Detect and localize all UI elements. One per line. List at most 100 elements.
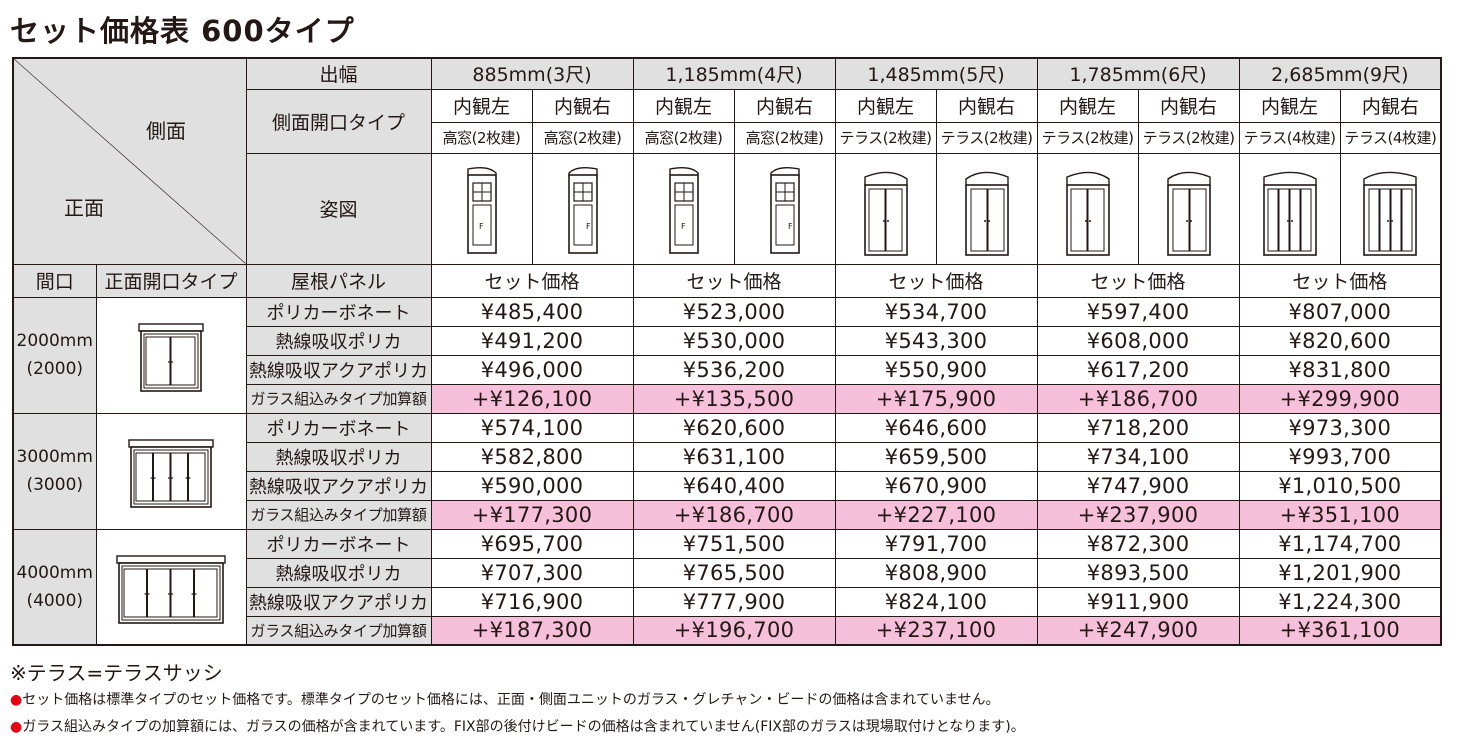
price-cell: ¥747,900 xyxy=(1036,470,1240,501)
figure-cell: F xyxy=(632,152,735,265)
fix-label: F xyxy=(681,222,686,231)
footnote-1-text: セット価格は標準タイプのセット価格です。標準タイプのセット価格には、正面・側面ユ… xyxy=(22,692,1000,708)
price-cell: ¥670,900 xyxy=(834,470,1038,501)
frontage-cell: 2000mm (2000) xyxy=(12,296,97,414)
price-cell: ¥911,900 xyxy=(1036,586,1240,617)
price-cell: ¥590,000 xyxy=(430,470,634,501)
frontage-sub-value: (3000) xyxy=(26,475,84,495)
price-cell: ¥582,800 xyxy=(430,441,634,472)
front-type-col-label: 正面開口タイプ xyxy=(95,263,247,298)
price-cell: +¥187,300 xyxy=(430,615,634,646)
view-left-label: 内観左 xyxy=(1036,88,1139,123)
price-cell: +¥351,100 xyxy=(1238,499,1442,530)
price-cell: ¥543,300 xyxy=(834,325,1038,356)
price-cell: ¥807,000 xyxy=(1238,296,1442,327)
view-right-label: 内観右 xyxy=(1137,88,1240,123)
price-row: 熱線吸収ポリカ ¥707,300 ¥765,500 ¥808,900 ¥893,500 ¥… xyxy=(13,557,1442,588)
corner-diagonal xyxy=(14,59,246,264)
roof-panel-cell: ガラス組込みタイプ加算額 xyxy=(245,615,432,646)
frontage-col-label: 間口 xyxy=(12,263,97,298)
price-cell: ¥608,000 xyxy=(1036,325,1240,356)
footnote-2-text: ガラス組込みタイプの加算額には、ガラスの価格が含まれています。FIX部の後付けビ… xyxy=(22,719,1025,735)
fix-label: F xyxy=(788,222,793,231)
view-left-label: 内観左 xyxy=(1238,88,1341,123)
price-cell: +¥196,700 xyxy=(632,615,836,646)
price-row: 熱線吸収ポリカ ¥582,800 ¥631,100 ¥659,500 ¥734,100 ¥… xyxy=(13,441,1442,472)
price-row: ガラス組込みタイプ加算額 +¥126,100 +¥135,500 +¥175,900 +… xyxy=(13,383,1442,414)
roof-panel-col-label: 屋根パネル xyxy=(245,263,432,298)
price-cell: ¥765,500 xyxy=(632,557,836,588)
price-cell: +¥299,900 xyxy=(1238,383,1442,414)
corner-side-label: 側面 xyxy=(146,119,186,143)
price-cell: ¥550,900 xyxy=(834,354,1038,385)
roof-panel-cell: ポリカーボネート xyxy=(245,528,432,559)
roof-panel-cell: 熱線吸収ポリカ xyxy=(245,441,432,472)
set-price-header: セット価格 xyxy=(1238,263,1442,298)
price-cell: ¥536,200 xyxy=(632,354,836,385)
price-cell: +¥126,100 xyxy=(430,383,634,414)
width-header: 1,185mm(4尺) xyxy=(632,57,836,90)
front-elevation-figure xyxy=(138,323,204,392)
figure-cell xyxy=(1238,152,1341,265)
corner-header-cell: 側面 正面 xyxy=(12,57,247,265)
footnote-1: ●セット価格は標準タイプのセット価格です。標準タイプのセット価格には、正面・側面… xyxy=(10,689,1000,709)
set-price-header: セット価格 xyxy=(430,263,634,298)
side-elevation-figure xyxy=(1363,171,1418,256)
width-header: 1,485mm(5尺) xyxy=(834,57,1038,90)
price-row: 2000mm (2000) ポリカーボネート ¥485,400 ¥523,000 ¥534… xyxy=(12,296,1442,414)
roof-panel-cell: 熱線吸収ポリカ xyxy=(245,325,432,356)
front-figure-cell xyxy=(95,412,247,530)
roof-panel-cell: ガラス組込みタイプ加算額 xyxy=(245,499,432,530)
price-cell: ¥707,300 xyxy=(430,557,634,588)
set-price-header: セット価格 xyxy=(1036,263,1240,298)
price-cell: ¥631,100 xyxy=(632,441,836,472)
price-cell: +¥175,900 xyxy=(834,383,1038,414)
frontage-cell: 4000mm (4000) xyxy=(12,528,97,646)
price-row: ガラス組込みタイプ加算額 +¥177,300 +¥186,700 +¥227,100 +… xyxy=(13,499,1442,530)
bullet-icon: ● xyxy=(10,719,23,735)
price-row: 3000mm (3000) ポリカーボネート ¥574,100 ¥620,600 ¥646… xyxy=(12,412,1442,530)
price-cell: ¥831,800 xyxy=(1238,354,1442,385)
price-cell: ¥523,000 xyxy=(632,296,836,327)
figure-cell: F xyxy=(430,152,533,265)
side-type-cell: テラス(2枚建) xyxy=(1137,121,1240,154)
figure-cell xyxy=(1036,152,1139,265)
side-elevation-figure: F xyxy=(466,166,497,254)
figure-cell xyxy=(1137,152,1240,265)
price-cell: ¥1,224,300 xyxy=(1238,586,1442,617)
side-elevation-figure: F xyxy=(668,166,699,254)
terrace-note: ※テラス=テラスサッシ xyxy=(10,661,223,685)
price-cell: ¥640,400 xyxy=(632,470,836,501)
frontage-value: 4000mm xyxy=(16,562,93,583)
view-right-label: 内観右 xyxy=(733,88,836,123)
corner-front-label: 正面 xyxy=(64,196,104,220)
price-table: 側面 正面 出幅 885mm(3尺) 1,185mm(4尺) 1,485mm(5… xyxy=(12,57,1443,646)
side-type-cell: テラス(4枚建) xyxy=(1238,121,1341,154)
bullet-icon: ● xyxy=(10,692,23,708)
price-cell: ¥973,300 xyxy=(1238,412,1442,443)
price-cell: ¥574,100 xyxy=(430,412,634,443)
width-row-label: 出幅 xyxy=(245,57,432,90)
width-header: 2,685mm(9尺) xyxy=(1238,57,1442,90)
price-row: 4000mm (4000) ポリカーボネート ¥695,700 ¥751,500 ¥791… xyxy=(12,528,1442,646)
price-cell: ¥872,300 xyxy=(1036,528,1240,559)
price-cell: ¥530,000 xyxy=(632,325,836,356)
frontage-value: 2000mm xyxy=(16,331,93,351)
price-cell: ¥534,700 xyxy=(834,296,1038,327)
price-cell: ¥597,400 xyxy=(1036,296,1240,327)
roof-panel-cell: 熱線吸収アクアポリカ xyxy=(245,470,432,501)
figure-cell: F xyxy=(733,152,836,265)
price-cell: ¥716,900 xyxy=(430,586,634,617)
view-left-label: 内観左 xyxy=(430,88,533,123)
roof-panel-cell: 熱線吸収ポリカ xyxy=(245,557,432,588)
side-elevation-figure: F xyxy=(769,166,800,254)
roof-panel-cell: ガラス組込みタイプ加算額 xyxy=(245,383,432,414)
fix-label: F xyxy=(479,222,484,231)
price-cell: ¥751,500 xyxy=(632,528,836,559)
side-elevation-figure: F xyxy=(567,166,598,254)
front-elevation-figure xyxy=(128,439,214,508)
price-cell: +¥237,100 xyxy=(834,615,1038,646)
price-cell: ¥893,500 xyxy=(1036,557,1240,588)
frontage-value: 3000mm xyxy=(16,447,93,467)
side-type-cell: 高窓(2枚建) xyxy=(531,121,634,154)
